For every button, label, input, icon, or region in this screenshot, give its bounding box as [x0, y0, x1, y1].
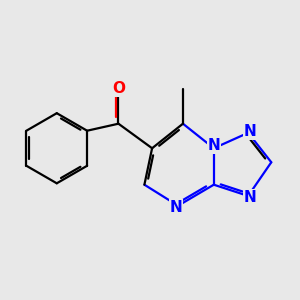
Text: N: N	[169, 200, 182, 214]
Text: N: N	[244, 124, 256, 139]
Text: N: N	[207, 138, 220, 153]
Text: N: N	[244, 190, 256, 205]
Text: O: O	[112, 81, 125, 96]
